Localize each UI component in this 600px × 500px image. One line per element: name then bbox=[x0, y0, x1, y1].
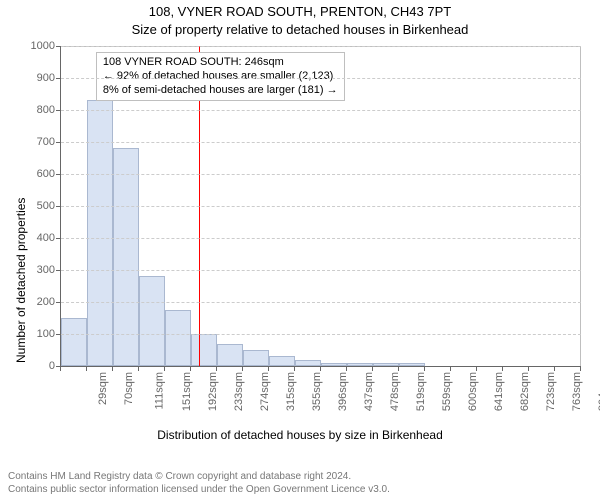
x-tick-mark bbox=[268, 366, 269, 371]
y-tick-label: 900 bbox=[37, 72, 61, 84]
title-line-2: Size of property relative to detached ho… bbox=[0, 22, 600, 37]
x-tick-label: 355sqm bbox=[311, 372, 323, 411]
y-tick-label: 200 bbox=[37, 296, 61, 308]
bar bbox=[87, 100, 113, 366]
x-tick-mark bbox=[164, 366, 165, 371]
x-tick-mark bbox=[450, 366, 451, 371]
x-tick-label: 437sqm bbox=[363, 372, 375, 411]
x-tick-mark bbox=[502, 366, 503, 371]
x-tick-mark bbox=[554, 366, 555, 371]
bar bbox=[217, 344, 243, 366]
x-tick-mark bbox=[216, 366, 217, 371]
grid-line bbox=[61, 142, 581, 143]
x-tick-mark bbox=[528, 366, 529, 371]
x-ticks: 29sqm 70sqm 111sqm 151sqm 192sqm 233sqm 274sqm… bbox=[60, 366, 580, 426]
x-tick-label: 723sqm bbox=[545, 372, 557, 411]
y-axis-label: Number of detached properties bbox=[14, 198, 28, 363]
footer: Contains HM Land Registry data © Crown c… bbox=[8, 471, 592, 496]
x-tick-label: 763sqm bbox=[571, 372, 583, 411]
info-line-2: ← 92% of detached houses are smaller (2,… bbox=[103, 70, 338, 84]
x-tick-mark bbox=[138, 366, 139, 371]
grid-line bbox=[61, 334, 581, 335]
y-tick-label: 600 bbox=[37, 168, 61, 180]
x-tick-mark bbox=[60, 366, 61, 371]
y-tick-label: 800 bbox=[37, 104, 61, 116]
y-tick-label: 1000 bbox=[31, 40, 61, 52]
x-tick-label: 111sqm bbox=[154, 372, 166, 410]
bar bbox=[243, 350, 269, 366]
x-tick-label: 151sqm bbox=[181, 372, 193, 411]
grid-line bbox=[61, 238, 581, 239]
grid-line bbox=[61, 110, 581, 111]
bar bbox=[139, 276, 165, 366]
x-tick-mark bbox=[320, 366, 321, 371]
x-tick-label: 315sqm bbox=[285, 372, 297, 411]
x-tick-mark bbox=[242, 366, 243, 371]
x-tick-mark bbox=[294, 366, 295, 371]
info-line-1: 108 VYNER ROAD SOUTH: 246sqm bbox=[103, 56, 338, 70]
footer-line-1: Contains HM Land Registry data © Crown c… bbox=[8, 471, 592, 484]
grid-line bbox=[61, 174, 581, 175]
bar bbox=[165, 310, 191, 366]
x-tick-label: 192sqm bbox=[207, 372, 219, 411]
plot-region: 108 VYNER ROAD SOUTH: 246sqm ← 92% of de… bbox=[60, 46, 581, 367]
x-tick-mark bbox=[346, 366, 347, 371]
x-tick-mark bbox=[86, 366, 87, 371]
bar bbox=[269, 356, 295, 366]
y-tick-label: 100 bbox=[37, 328, 61, 340]
bar bbox=[61, 318, 87, 366]
footer-line-2: Contains public sector information licen… bbox=[8, 484, 592, 497]
x-axis-label: Distribution of detached houses by size … bbox=[0, 428, 600, 442]
info-box: 108 VYNER ROAD SOUTH: 246sqm ← 92% of de… bbox=[96, 52, 345, 101]
x-tick-mark bbox=[580, 366, 581, 371]
x-tick-mark bbox=[398, 366, 399, 371]
x-tick-label: 274sqm bbox=[259, 372, 271, 411]
x-tick-mark bbox=[112, 366, 113, 371]
grid-line bbox=[61, 78, 581, 79]
grid-line bbox=[61, 302, 581, 303]
grid-line bbox=[61, 46, 581, 47]
x-tick-label: 396sqm bbox=[337, 372, 349, 411]
bar bbox=[191, 334, 217, 366]
x-tick-label: 29sqm bbox=[97, 372, 109, 405]
info-line-3: 8% of semi-detached houses are larger (1… bbox=[103, 84, 338, 98]
x-tick-mark bbox=[424, 366, 425, 371]
x-tick-label: 70sqm bbox=[123, 372, 135, 405]
x-tick-mark bbox=[476, 366, 477, 371]
y-tick-label: 500 bbox=[37, 200, 61, 212]
grid-line bbox=[61, 206, 581, 207]
plot-inner: 108 VYNER ROAD SOUTH: 246sqm ← 92% of de… bbox=[60, 46, 581, 367]
x-tick-mark bbox=[372, 366, 373, 371]
title-line-1: 108, VYNER ROAD SOUTH, PRENTON, CH43 7PT bbox=[0, 4, 600, 19]
x-tick-label: 519sqm bbox=[415, 372, 427, 411]
x-tick-label: 478sqm bbox=[389, 372, 401, 411]
x-tick-label: 600sqm bbox=[467, 372, 479, 411]
x-tick-label: 233sqm bbox=[233, 372, 245, 411]
x-tick-label: 641sqm bbox=[493, 372, 505, 411]
y-tick-label: 400 bbox=[37, 232, 61, 244]
y-tick-label: 300 bbox=[37, 264, 61, 276]
x-tick-mark bbox=[190, 366, 191, 371]
grid-line bbox=[61, 270, 581, 271]
y-tick-label: 700 bbox=[37, 136, 61, 148]
chart-area: Number of detached properties 108 VYNER … bbox=[0, 40, 600, 460]
x-tick-label: 682sqm bbox=[519, 372, 531, 411]
x-tick-label: 559sqm bbox=[441, 372, 453, 411]
